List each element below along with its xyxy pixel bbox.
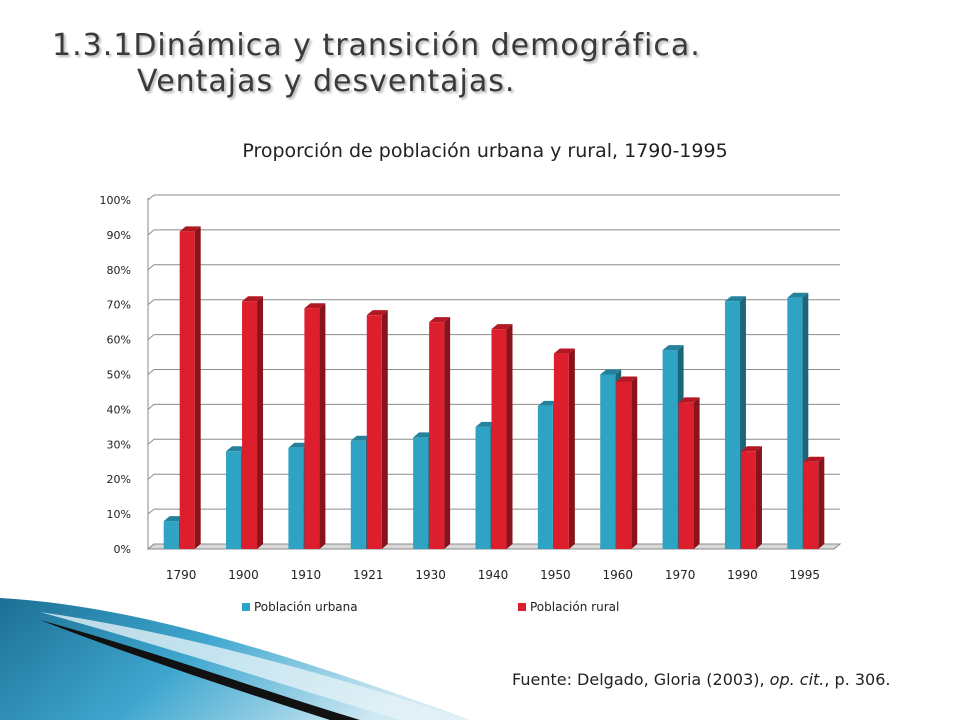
source-italic: op. cit. xyxy=(769,670,825,689)
gridline xyxy=(147,229,840,236)
bar-top xyxy=(304,303,326,309)
bar-top xyxy=(787,292,809,298)
y-tick-label: 80% xyxy=(107,264,131,277)
gridline xyxy=(147,299,840,306)
bar xyxy=(242,301,258,549)
legend-swatch xyxy=(518,603,526,611)
chart: 0% 10% 20% 30% 40% 50% 60% 70% 80% 90% 100% 1790 190… xyxy=(100,194,842,614)
x-tick-label: 1960 xyxy=(602,568,633,582)
bar xyxy=(787,297,803,549)
bar-top xyxy=(553,348,575,354)
x-tick-label: 1900 xyxy=(228,568,259,582)
gridline xyxy=(147,194,840,201)
bar-side xyxy=(755,446,762,549)
y-tick-label: 30% xyxy=(107,438,131,451)
bar-top xyxy=(600,369,622,375)
bar-top xyxy=(413,432,435,438)
x-tick-label: 1910 xyxy=(291,568,322,582)
bar xyxy=(163,521,179,549)
bar-top xyxy=(678,397,700,403)
chart-title: Proporción de población urbana y rural, … xyxy=(242,140,728,162)
bar-top xyxy=(163,516,185,522)
bar-side xyxy=(257,296,264,549)
x-tick-label: 1995 xyxy=(790,568,821,582)
slide-title-line-2: Ventajas y desventajas. xyxy=(137,64,516,99)
y-tick-label: 10% xyxy=(107,508,131,521)
legend-swatch xyxy=(242,603,250,611)
bar xyxy=(179,231,195,549)
source-note: Fuente: Delgado, Gloria (2003), op. cit.… xyxy=(512,669,932,690)
bar-top xyxy=(616,376,638,382)
bar-side xyxy=(381,310,388,549)
bar xyxy=(413,437,429,549)
bar-top xyxy=(366,310,388,316)
decor-sweep-dark xyxy=(40,620,360,720)
bar xyxy=(616,381,632,549)
bar-top xyxy=(537,400,559,406)
bar-top xyxy=(475,421,497,427)
bar-top xyxy=(740,446,762,452)
bar-top xyxy=(803,456,825,462)
slide-title-line-1: 1.3.1Dinámica y transición demográfica. xyxy=(52,28,701,63)
bar-top xyxy=(429,317,451,323)
bar xyxy=(226,451,242,549)
bar-top xyxy=(491,324,513,330)
bar xyxy=(724,301,740,549)
decor-sweep-light xyxy=(40,612,470,720)
x-tick-label: 1950 xyxy=(540,568,571,582)
bar xyxy=(429,322,445,549)
bar xyxy=(366,315,382,549)
bar-top xyxy=(662,345,684,351)
bar xyxy=(537,405,553,549)
gridline xyxy=(147,334,840,340)
bar-side xyxy=(568,348,575,549)
y-tick-label: 50% xyxy=(107,369,131,382)
bar-top xyxy=(288,442,310,448)
bar-top xyxy=(350,435,372,441)
bar xyxy=(491,329,507,549)
slide-title: 1.3.1Dinámica y transición demográfica. … xyxy=(52,28,872,100)
bar xyxy=(600,374,616,549)
legend-label: Población urbana xyxy=(254,600,358,614)
bar xyxy=(803,461,819,549)
y-tick-label: 90% xyxy=(107,229,131,242)
bar xyxy=(553,353,569,549)
x-tick-label: 1930 xyxy=(415,568,446,582)
y-tick-label: 70% xyxy=(107,299,131,312)
x-tick-label: 1970 xyxy=(665,568,696,582)
bar-top xyxy=(226,446,248,452)
bar xyxy=(475,426,491,549)
x-tick-label: 1921 xyxy=(353,568,384,582)
bar-top xyxy=(179,226,201,232)
bar-side xyxy=(319,303,326,549)
source-prefix: Fuente: Delgado, Gloria (2003), xyxy=(512,670,770,689)
y-tick-label: 60% xyxy=(107,334,131,347)
y-tick-label: 100% xyxy=(100,194,131,207)
bar-side xyxy=(444,317,451,549)
x-tick-label: 1940 xyxy=(478,568,509,582)
x-tick-label: 1790 xyxy=(166,568,197,582)
bar xyxy=(740,451,756,549)
bar-side xyxy=(693,397,700,549)
x-tick-label: 1990 xyxy=(727,568,758,582)
legend-label: Población rural xyxy=(530,600,619,614)
source-suffix: , p. 306. xyxy=(824,670,891,689)
bar-side xyxy=(194,226,201,549)
bar xyxy=(662,350,678,549)
gridline xyxy=(147,264,840,271)
bar xyxy=(288,447,304,549)
y-tick-label: 20% xyxy=(107,473,131,486)
bar-side xyxy=(506,324,513,549)
bar xyxy=(304,308,320,549)
bar-side xyxy=(631,376,638,549)
bar xyxy=(350,440,366,549)
bar xyxy=(678,402,694,549)
bar-top xyxy=(724,296,746,302)
bar-top xyxy=(242,296,264,302)
bar-side xyxy=(818,456,825,549)
y-tick-label: 0% xyxy=(114,543,131,556)
y-tick-label: 40% xyxy=(107,403,131,416)
